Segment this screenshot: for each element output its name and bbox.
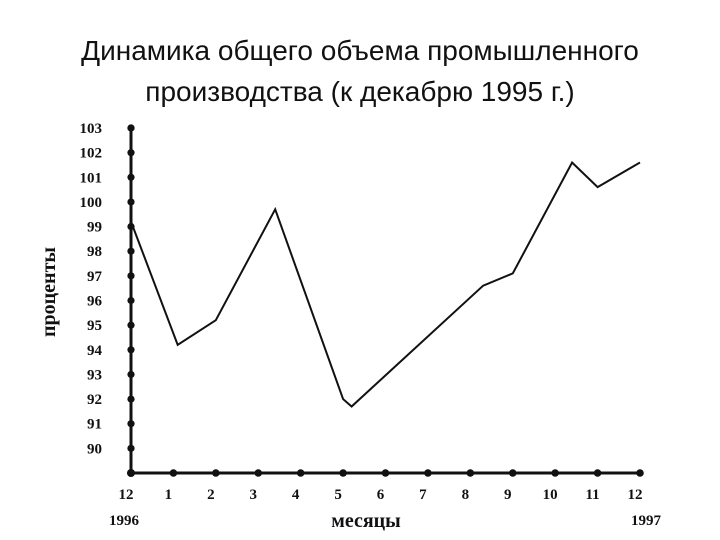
y-tick-label: 95 bbox=[87, 318, 102, 334]
x-tick-label: 10 bbox=[543, 487, 558, 503]
x-tick-dot bbox=[466, 469, 475, 477]
x-tick-label: 3 bbox=[250, 487, 258, 503]
x-tick-label: 9 bbox=[504, 487, 512, 503]
y-tick-dot bbox=[127, 420, 135, 428]
x-tick-dot bbox=[508, 469, 517, 477]
y-tick-dot bbox=[127, 272, 135, 280]
y-axis-ticks: 90 91 92 93 94 95 96 97 98 99 100 101 102 103 bbox=[80, 121, 135, 457]
x-tick-label: 12 bbox=[628, 487, 643, 503]
y-tick-label: 101 bbox=[80, 170, 103, 186]
x-axis-label: месяцы bbox=[331, 510, 401, 532]
y-tick-label: 96 bbox=[87, 294, 103, 310]
series-line bbox=[130, 160, 641, 408]
y-tick-label: 97 bbox=[87, 269, 103, 285]
x-tick-label: 7 bbox=[419, 487, 427, 503]
y-tick-label: 99 bbox=[87, 220, 102, 236]
y-tick-dot bbox=[127, 247, 135, 255]
x-tick-label: 6 bbox=[377, 487, 385, 503]
data-series bbox=[130, 160, 641, 408]
x-tick-dot bbox=[551, 469, 559, 477]
y-axis-top-dot bbox=[127, 124, 135, 132]
y-tick-dot bbox=[127, 346, 135, 354]
x-tick-label: 8 bbox=[462, 487, 470, 503]
y-tick-label: 102 bbox=[80, 146, 103, 162]
x-tick-dot bbox=[254, 469, 263, 477]
x-tick-dot bbox=[127, 469, 135, 477]
x-tick-label: 12 bbox=[119, 487, 134, 503]
x-tick-dot bbox=[593, 469, 602, 477]
y-tick-label: 93 bbox=[87, 367, 102, 383]
x-tick-label: 1 bbox=[165, 487, 173, 503]
y-tick-dot bbox=[127, 173, 135, 181]
x-tick-label: 11 bbox=[585, 487, 599, 503]
x-tick-dot bbox=[636, 469, 644, 477]
y-tick-label: 100 bbox=[80, 195, 103, 211]
x-tick-dot bbox=[296, 469, 305, 477]
x-axis-ticks: 12 1 2 3 4 5 6 7 8 9 10 11 12 bbox=[119, 469, 644, 503]
y-tick-dot bbox=[127, 296, 135, 305]
x-axis-end-year: 1997 bbox=[631, 513, 662, 529]
x-tick-dot bbox=[339, 469, 347, 477]
chart-title-line-1: Динамика общего объема промышленного bbox=[81, 35, 639, 66]
x-tick-dot bbox=[424, 469, 432, 477]
y-tick-dot bbox=[127, 149, 135, 157]
x-tick-label: 2 bbox=[207, 487, 215, 503]
x-axis-start-year: 1996 bbox=[109, 513, 140, 529]
y-axis-label: проценты bbox=[38, 247, 60, 337]
x-tick-label: 4 bbox=[292, 487, 300, 503]
y-tick-label: 91 bbox=[87, 417, 102, 433]
chart-title: Динамика общего объема промышленного про… bbox=[0, 30, 720, 112]
y-tick-dot bbox=[127, 370, 135, 379]
x-tick-dot bbox=[169, 469, 178, 477]
x-tick-label: 5 bbox=[334, 487, 342, 503]
x-tick-dot bbox=[212, 469, 220, 477]
y-tick-dot bbox=[127, 198, 135, 206]
y-tick-dot bbox=[127, 395, 135, 403]
y-tick-dot bbox=[127, 321, 135, 329]
y-tick-dot bbox=[127, 444, 135, 452]
y-tick-label: 92 bbox=[87, 392, 102, 408]
y-tick-label: 103 bbox=[80, 121, 103, 137]
y-tick-label: 94 bbox=[87, 343, 103, 359]
y-tick-label: 90 bbox=[87, 441, 102, 457]
chart-title-line-2: производства (к декабрю 1995 г.) bbox=[145, 76, 575, 107]
x-tick-dot bbox=[381, 469, 390, 477]
y-tick-label: 98 bbox=[87, 244, 102, 260]
